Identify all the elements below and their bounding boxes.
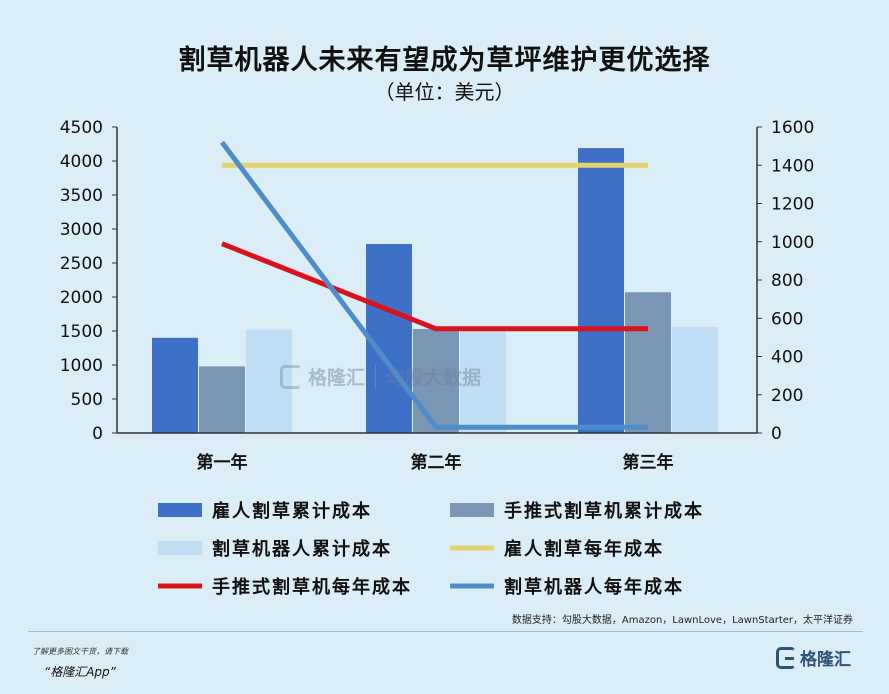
y-right-tick-label: 800 (771, 271, 803, 291)
line-series-3 (220, 140, 648, 430)
footer-app-name: “格隆汇App” (44, 665, 116, 679)
watermark-partner: 勾股大数据 (386, 367, 482, 389)
legend-label-1: 雇人割草累计成本 (212, 500, 372, 522)
legend-label-5: 手推式割草机每年成本 (212, 576, 412, 598)
y-left-tick-label: 3000 (60, 220, 103, 240)
brand-logo-icon (776, 646, 796, 669)
y-left-tick-label: 3500 (60, 186, 103, 206)
bar-3-3 (672, 326, 718, 433)
source-note: 数据支持：勾股大数据，Amazon，LawnLove，LawnStarter，太… (511, 615, 853, 626)
watermark: 格隆汇 勾股大数据 (280, 363, 481, 390)
bar-1-1 (152, 337, 198, 433)
y-right-tick-label: 1400 (771, 156, 814, 176)
watermark-logo-icon (280, 364, 302, 389)
y-left-tick-label: 500 (71, 390, 103, 410)
footer-download-prompt: 了解更多图文干货，请下载 (32, 647, 128, 656)
chart-title: 割草机器人未来有望成为草坪维护更优选择 (178, 45, 711, 76)
y-right-tick-label: 600 (771, 309, 803, 329)
bar-1-3 (578, 148, 624, 433)
bar-3-1 (246, 329, 292, 433)
bar-1-2 (366, 243, 412, 433)
y-left-tick-label: 2500 (60, 254, 103, 274)
line-series-2 (221, 241, 648, 332)
y-right-tick-label: 400 (771, 348, 803, 368)
y-right-tick-label: 200 (771, 386, 803, 406)
bar-2-2 (413, 328, 459, 433)
chart-subtitle: （单位：美元） (374, 80, 515, 104)
y-left-tick-label: 1000 (60, 356, 103, 376)
legend-label-3: 割草机器人累计成本 (212, 538, 392, 560)
legend-swatch-1 (158, 503, 202, 517)
y-left-tick-label: 1500 (60, 322, 103, 342)
watermark-separator (375, 363, 377, 390)
y-right-tick-label: 1200 (771, 195, 814, 215)
watermark-brand: 格隆汇 (308, 367, 366, 389)
legend-label-2: 手推式割草机累计成本 (504, 500, 704, 522)
legend-label-6: 割草机器人每年成本 (504, 576, 684, 598)
x-tick-label: 第二年 (411, 452, 462, 473)
y-right-tick-label: 0 (771, 424, 782, 444)
legend-label-4: 雇人割草每年成本 (504, 538, 664, 560)
footer-divider (28, 631, 863, 632)
y-left-tick-label: 0 (92, 424, 103, 444)
legend-swatch-3 (158, 541, 202, 555)
x-tick-label: 第一年 (197, 452, 248, 473)
footer-brand: 格隆汇 (776, 645, 851, 670)
bar-2-3 (625, 292, 671, 433)
bar-3-2 (460, 328, 506, 433)
y-left-tick-label: 4000 (60, 152, 103, 172)
bar-2-1 (199, 366, 245, 433)
x-tick-label: 第三年 (623, 452, 674, 473)
y-right-tick-label: 1000 (771, 233, 814, 253)
legend-swatch-2 (450, 503, 494, 517)
y-right-tick-label: 1600 (771, 118, 814, 138)
y-left-tick-label: 4500 (60, 118, 103, 138)
y-left-tick-label: 2000 (60, 288, 103, 308)
footer-brand-text: 格隆汇 (800, 650, 851, 670)
